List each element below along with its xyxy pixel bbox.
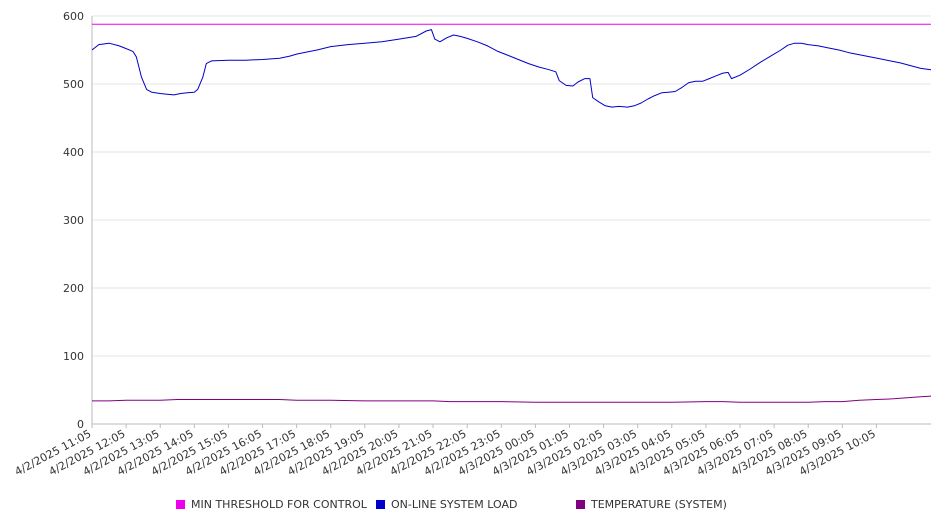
legend-item-system-load[interactable]: ON-LINE SYSTEM LOAD	[376, 498, 517, 511]
legend-swatch-temperature	[576, 500, 585, 509]
legend: MIN THRESHOLD FOR CONTROL ON-LINE SYSTEM…	[0, 498, 946, 514]
y-tick-label: 100	[63, 350, 84, 363]
series-line-temperature	[92, 395, 932, 403]
y-tick-label: 400	[63, 146, 84, 159]
legend-swatch-system-load	[376, 500, 385, 509]
legend-label-temperature: TEMPERATURE (SYSTEM)	[591, 498, 727, 511]
y-tick-label: 500	[63, 78, 84, 91]
grid	[92, 15, 931, 357]
y-tick-label: 0	[77, 418, 84, 431]
y-tick-label: 200	[63, 282, 84, 295]
y-tick-label: 600	[63, 10, 84, 23]
legend-label-min-threshold: MIN THRESHOLD FOR CONTROL	[191, 498, 367, 511]
legend-item-temperature[interactable]: TEMPERATURE (SYSTEM)	[576, 498, 727, 511]
y-tick-label: 300	[63, 214, 84, 227]
series	[91, 23, 932, 403]
legend-label-system-load: ON-LINE SYSTEM LOAD	[391, 498, 518, 511]
series-line-system-load	[91, 29, 932, 108]
axes	[91, 16, 931, 428]
x-tick-labels: 4/2/2025 11:054/2/2025 12:054/2/2025 13:…	[13, 427, 878, 478]
legend-swatch-min-threshold	[176, 500, 185, 509]
y-tick-labels: 0 100 200 300 400 500 600	[63, 10, 84, 431]
legend-item-min-threshold[interactable]: MIN THRESHOLD FOR CONTROL	[176, 498, 367, 511]
